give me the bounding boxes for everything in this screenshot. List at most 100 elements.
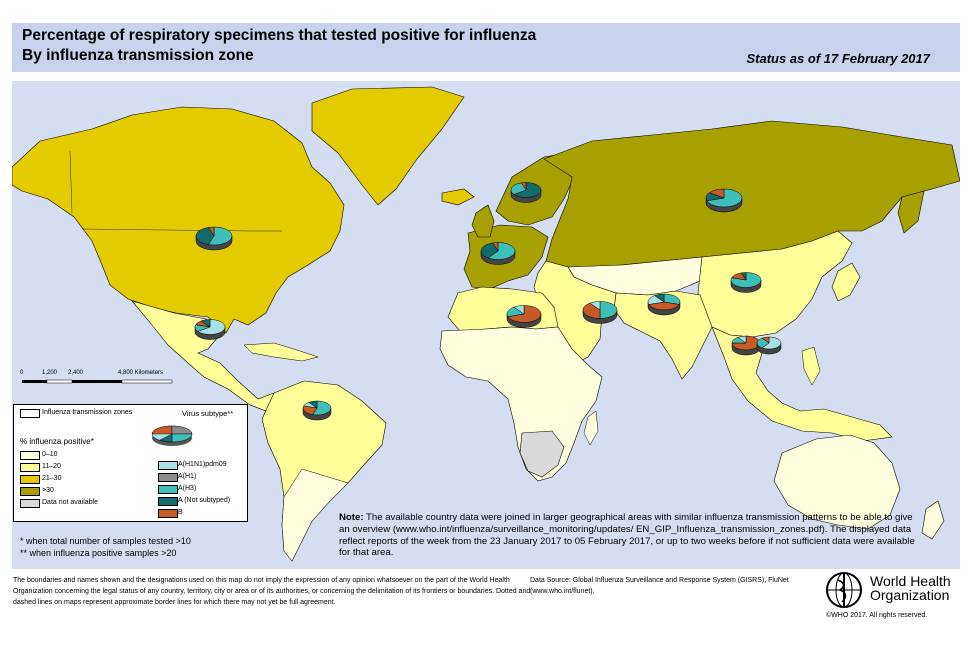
region-caribbean xyxy=(243,342,319,362)
note-text: Note: The available country data were jo… xyxy=(339,512,924,559)
pie-slice xyxy=(599,301,618,319)
subtype-h1n1pdm09-label: A(H1N1)pdm09 xyxy=(178,461,227,468)
who-name: World Health Organization xyxy=(870,574,951,602)
region-south-east-asia xyxy=(711,326,893,442)
pie-north-america xyxy=(195,226,233,251)
class-11-20-label: 11–20 xyxy=(42,463,61,470)
scale-bar-graphic xyxy=(22,379,173,384)
class-21-30-swatch xyxy=(20,475,40,484)
subtype-h1n1pdm09-swatch xyxy=(158,461,178,470)
class-0-10-swatch xyxy=(20,451,40,460)
subtype-b-label: B xyxy=(178,509,183,516)
map-legend: Influenza transmission zones Virus subty… xyxy=(13,404,248,522)
class-na-swatch xyxy=(20,499,40,508)
pie-charts xyxy=(194,182,782,421)
pie-northern-africa xyxy=(506,305,542,328)
region-southern-cone xyxy=(281,468,349,562)
pie-south-east-asia-2 xyxy=(756,336,782,355)
class-gt30-label: >30 xyxy=(42,487,54,494)
region-philippines xyxy=(801,346,821,386)
pie-western-asia xyxy=(582,301,618,324)
pie-slice xyxy=(513,305,525,315)
map-title: Percentage of respiratory specimens that… xyxy=(22,27,537,44)
subtype-notsubtyped-label: A (Not subtyped) xyxy=(178,497,231,504)
title-band: Percentage of respiratory specimens that… xyxy=(12,23,960,72)
percent-positive-title: % influenza positive* xyxy=(20,437,94,446)
scale-label-0: 0 xyxy=(20,370,24,376)
region-iceland xyxy=(441,188,475,206)
scale-label-2400: 2,400 xyxy=(68,370,84,376)
pie-slice xyxy=(731,335,761,351)
region-north-america xyxy=(12,106,345,334)
pie-south-east-asia xyxy=(731,335,761,356)
subtype-h1-swatch xyxy=(158,473,178,482)
region-new-zealand xyxy=(921,500,945,540)
zones-label: Influenza transmission zones xyxy=(42,409,133,416)
class-21-30-label: 21–30 xyxy=(42,475,62,482)
region-sub-saharan-africa xyxy=(439,326,603,482)
pie-central-america xyxy=(194,319,226,340)
status-date: Status as of 17 February 2017 xyxy=(746,51,930,66)
pie-slice xyxy=(761,336,770,344)
map-subtitle: By influenza transmission zone xyxy=(22,47,254,64)
region-southern-asia xyxy=(613,290,713,380)
pie-slice xyxy=(740,272,747,281)
pie-slice xyxy=(510,182,527,195)
pie-northern-europe xyxy=(510,182,542,203)
region-japan xyxy=(831,262,861,302)
scale-label-4800: 4,800 Kilometers xyxy=(118,370,164,376)
pie-eastern-asia xyxy=(730,272,762,293)
footnote-double: ** when influenza positive samples >20 xyxy=(20,548,177,558)
pie-slice xyxy=(663,293,681,305)
subtype-notsubtyped-swatch xyxy=(158,497,178,506)
scale-label-1200: 1,200 xyxy=(42,370,58,376)
pie-slice xyxy=(648,301,680,311)
region-australia xyxy=(773,434,901,530)
pie-slice xyxy=(197,319,226,335)
subtype-h1-label: A(H1) xyxy=(178,473,197,480)
pie-slice xyxy=(654,293,665,303)
region-madagascar xyxy=(583,410,599,446)
pie-south-west-europe xyxy=(480,242,516,265)
copyright: ©WHO 2017. All rights reserved. xyxy=(826,612,928,619)
region-kamchatka xyxy=(897,190,925,234)
region-northern-africa xyxy=(447,286,559,332)
pie-slice xyxy=(308,400,318,409)
footnote-single: * when total number of samples tested >1… xyxy=(20,536,191,546)
pie-slice xyxy=(195,227,215,245)
disclaimer: The boundaries and names shown and the d… xyxy=(13,577,531,606)
pie-slice xyxy=(582,302,601,319)
pie-slice xyxy=(513,182,542,198)
note-label: Note: xyxy=(339,512,364,523)
who-emblem-icon xyxy=(826,572,862,608)
pie-southern-asia xyxy=(647,293,681,316)
data-source: Data Source: Global Influenza Surveillan… xyxy=(530,577,789,595)
pie-slice xyxy=(520,182,527,191)
subtype-h3-label: A(H3) xyxy=(178,485,197,492)
class-na-label: Data not available xyxy=(42,499,99,506)
who-logo: World Health Organization xyxy=(822,570,962,610)
who-name-line2: Organization xyxy=(870,587,950,603)
pie-slice xyxy=(761,336,782,350)
pie-eastern-europe xyxy=(705,188,743,213)
virus-subtype-label: Virus subtype** xyxy=(182,409,234,418)
pie-slice xyxy=(480,242,499,259)
pie-slice xyxy=(492,242,499,252)
pie-slice xyxy=(312,400,332,416)
class-0-10-label: 0–10 xyxy=(42,451,58,458)
subtype-h3-swatch xyxy=(158,485,178,494)
pie-slice xyxy=(589,301,601,311)
pie-slice xyxy=(200,319,211,328)
pie-south-america xyxy=(302,400,332,421)
region-southern-africa xyxy=(519,430,565,478)
pie-slice xyxy=(487,242,516,260)
zones-swatch xyxy=(20,409,40,418)
pie-slice xyxy=(708,188,725,199)
pie-slice xyxy=(208,226,233,246)
scale-bar: 0 1,200 2,400 4,800 Kilometers xyxy=(20,370,190,389)
region-greenland xyxy=(311,86,465,206)
pie-slice xyxy=(737,335,747,344)
region-uk xyxy=(471,204,495,238)
class-gt30-swatch xyxy=(20,487,40,496)
pie-slice xyxy=(208,226,215,237)
